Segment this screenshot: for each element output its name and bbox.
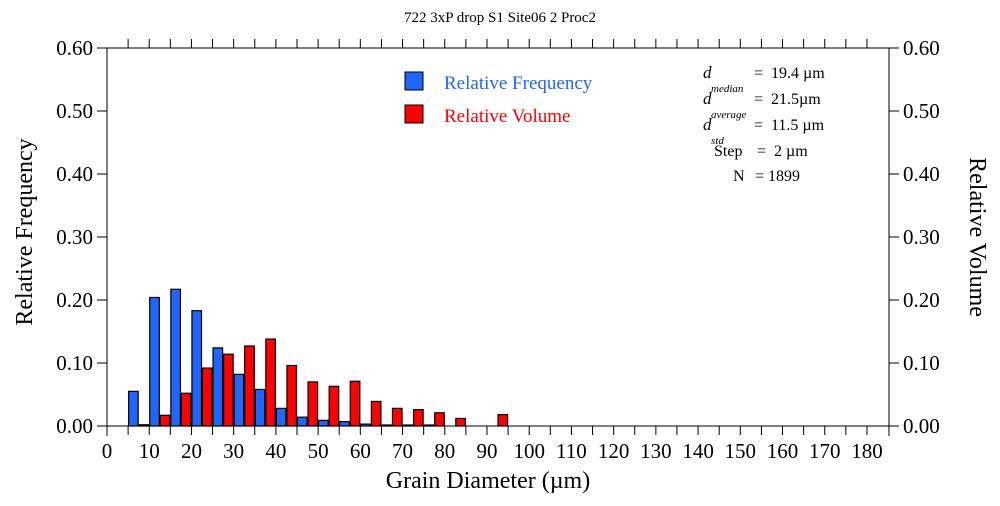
stat-value: = 19.4 µm — [754, 65, 825, 82]
x-tick-label: 90 — [476, 439, 497, 463]
bar-relative-frequency — [339, 420, 350, 427]
bar-relative-volume — [138, 424, 150, 427]
bar-relative-frequency — [128, 390, 139, 427]
x-tick-label: 160 — [767, 439, 799, 463]
stat-value: = 2 µm — [757, 143, 808, 160]
bar-relative-volume — [370, 400, 382, 427]
x-tick-label: 40 — [265, 439, 286, 463]
bar-relative-frequency — [423, 424, 435, 427]
stat-label: Step — [714, 143, 742, 160]
y2-tick-label: 0.20 — [903, 288, 940, 312]
bar-relative-volume — [328, 385, 340, 427]
y2-tick-label: 0.40 — [903, 162, 940, 186]
bar-relative-frequency — [402, 424, 414, 427]
bar-relative-volume — [201, 367, 213, 427]
bar-relative-frequency — [318, 419, 329, 427]
stat-subscript: std — [711, 135, 724, 147]
y2-tick-label: 0.00 — [903, 414, 940, 438]
bar-relative-volume — [412, 409, 424, 427]
x-tick-label: 10 — [139, 439, 160, 463]
x-tick-label: 170 — [809, 439, 841, 463]
bar-relative-frequency — [254, 388, 266, 427]
stat-subscript: median — [711, 83, 744, 95]
bar-relative-volume — [180, 392, 192, 427]
y-tick-label: 0.20 — [56, 288, 93, 312]
y-tick-label: 0.30 — [56, 225, 93, 249]
y-tick-label: 0.60 — [56, 36, 93, 60]
y-axis-label: Relative Frequency — [12, 138, 38, 325]
bar-relative-frequency — [149, 296, 160, 427]
x-tick-label: 30 — [223, 439, 244, 463]
x-tick-label: 50 — [308, 439, 329, 463]
bar-relative-frequency — [296, 416, 308, 427]
y-tick-label: 0.40 — [56, 162, 93, 186]
bar-relative-volume — [391, 407, 403, 427]
legend: Relative Frequency Relative Volume — [404, 71, 593, 127]
x-tick-label: 130 — [640, 439, 672, 463]
y-tick-label: 0.10 — [56, 351, 93, 375]
bar-relative-volume — [244, 345, 255, 427]
x-tick-label: 140 — [682, 439, 714, 463]
stat-value: = 21.5µm — [754, 91, 821, 108]
x-tick-label: 20 — [181, 439, 202, 463]
bar-relative-volume — [497, 414, 509, 427]
chart-title: 722 3xP drop S1 Site06 2 Proc2 — [404, 10, 596, 26]
bar-relative-volume — [159, 414, 171, 427]
y2-tick-label: 0.10 — [903, 351, 940, 375]
legend-swatch-volume — [404, 104, 424, 124]
legend-label-volume: Relative Volume — [444, 106, 570, 127]
x-tick-label: 80 — [434, 439, 455, 463]
bar-relative-frequency — [360, 423, 371, 427]
x-tick-label: 180 — [851, 439, 883, 463]
stat-value: = 11.5 µm — [754, 117, 825, 134]
x-tick-label: 110 — [556, 439, 587, 463]
bar-relative-volume — [307, 381, 319, 427]
bar-relative-frequency — [275, 407, 287, 427]
legend-swatch-frequency — [404, 71, 424, 91]
stat-symbol: d — [703, 63, 712, 82]
bar-relative-frequency — [233, 373, 245, 427]
x-tick-label: 120 — [598, 439, 630, 463]
bar-relative-volume — [265, 338, 276, 427]
legend-label-frequency: Relative Frequency — [444, 73, 593, 94]
y2-axis-label: Relative Volume — [964, 157, 990, 317]
bar-relative-frequency — [191, 310, 203, 427]
x-tick-label: 60 — [350, 439, 371, 463]
bar-relative-volume — [286, 364, 298, 427]
bar-relative-frequency — [212, 347, 224, 427]
y2-tick-label: 0.30 — [903, 225, 940, 249]
bar-relative-volume — [455, 417, 466, 427]
y-tick-label: 0.00 — [56, 414, 93, 438]
y-tick-label: 0.50 — [56, 99, 93, 123]
stat-value: = 1899 — [755, 168, 800, 185]
bar-relative-volume — [223, 353, 234, 427]
x-axis-label: Grain Diameter (µm) — [386, 468, 590, 494]
x-tick-label: 100 — [513, 439, 545, 463]
x-tick-label: 150 — [725, 439, 757, 463]
bar-relative-volume — [349, 380, 361, 427]
stat-symbol: d — [703, 89, 712, 108]
bar-relative-frequency — [170, 288, 181, 427]
stat-label: N — [733, 168, 745, 185]
bar-relative-frequency — [381, 424, 393, 427]
y2-tick-label: 0.50 — [903, 99, 940, 123]
stat-symbol: d — [703, 115, 712, 134]
stat-subscript: average — [711, 109, 747, 121]
y2-tick-label: 0.60 — [903, 36, 940, 60]
x-tick-label: 70 — [392, 439, 413, 463]
bar-relative-volume — [434, 412, 445, 427]
x-tick-label: 0 — [102, 439, 113, 463]
